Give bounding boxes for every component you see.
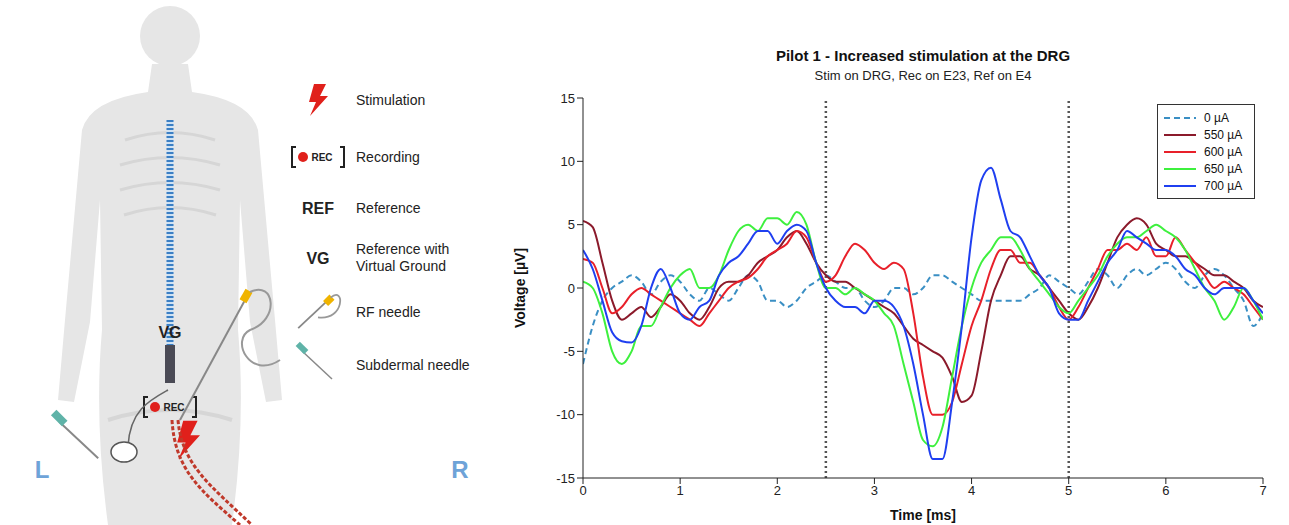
html-text:Reference with Virtual Ground: Reference with Virtual Ground xyxy=(356,241,450,274)
svg-text:3: 3 xyxy=(871,483,878,498)
svg-text:L: L xyxy=(35,456,50,483)
svg-text:4: 4 xyxy=(968,483,975,498)
html-text:Subdermal needle: Subdermal needle xyxy=(356,356,470,373)
svg-text:VG: VG xyxy=(158,324,181,341)
html-text:Stimulation: Stimulation xyxy=(356,91,426,108)
svg-text:7: 7 xyxy=(1259,483,1266,498)
svg-text:15: 15 xyxy=(561,91,575,106)
svg-text:REC: REC xyxy=(311,152,332,163)
html-text:Reference: Reference xyxy=(356,199,421,216)
svg-text:-10: -10 xyxy=(556,407,575,422)
svg-text:0: 0 xyxy=(579,483,586,498)
svg-text:1: 1 xyxy=(677,483,684,498)
svg-text:0: 0 xyxy=(568,281,575,296)
svg-text:REF: REF xyxy=(302,200,334,217)
svg-text:Time [ms]: Time [ms] xyxy=(890,507,956,523)
svg-text:10: 10 xyxy=(561,154,575,169)
html-text:650 µA: 650 µA xyxy=(1204,161,1243,176)
html-text:Recording: Recording xyxy=(356,148,420,165)
html-text:600 µA: 600 µA xyxy=(1204,144,1243,159)
svg-text:5: 5 xyxy=(568,217,575,232)
html-text:0 µA: 0 µA xyxy=(1204,110,1229,125)
svg-text:REC: REC xyxy=(163,402,184,413)
html-text:Pilot 1 - Increased stimulatio: Pilot 1 - Increased stimulation at the D… xyxy=(775,47,1071,64)
svg-text:5: 5 xyxy=(1065,483,1072,498)
svg-text:Voltage [µV]: Voltage [µV] xyxy=(512,248,528,328)
html-text:RF needle: RF needle xyxy=(356,303,421,320)
svg-text:VG: VG xyxy=(306,250,329,267)
svg-text:R: R xyxy=(451,456,468,483)
svg-text:-15: -15 xyxy=(556,471,575,486)
html-text:Stim on DRG, Rec on E23, Ref o: Stim on DRG, Rec on E23, Ref on E4 xyxy=(814,68,1032,83)
svg-text:2: 2 xyxy=(774,483,781,498)
html-text:700 µA: 700 µA xyxy=(1204,178,1243,193)
svg-text:6: 6 xyxy=(1162,483,1169,498)
svg-text:-5: -5 xyxy=(563,344,575,359)
html-text:550 µA: 550 µA xyxy=(1204,127,1243,142)
